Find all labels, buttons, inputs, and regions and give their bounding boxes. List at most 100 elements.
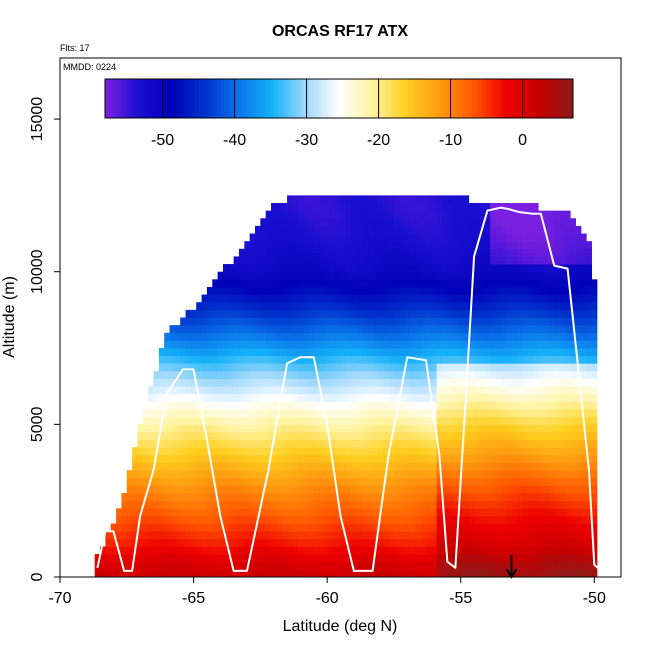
heatmap-cell bbox=[329, 302, 336, 311]
heatmap-cell bbox=[169, 447, 176, 456]
heatmap-cell bbox=[490, 515, 496, 524]
heatmap-cell bbox=[190, 447, 197, 456]
colorbar-swatch bbox=[313, 79, 318, 118]
heatmap-cell bbox=[372, 515, 379, 524]
heatmap-cell bbox=[463, 256, 470, 265]
heatmap-cell bbox=[169, 424, 176, 433]
heatmap-cell bbox=[575, 470, 582, 479]
heatmap-cell bbox=[484, 225, 491, 234]
colorbar-swatch bbox=[457, 79, 462, 118]
heatmap-cell bbox=[228, 378, 235, 387]
heatmap-cell bbox=[185, 355, 192, 364]
heatmap-cell bbox=[575, 409, 582, 418]
heatmap-cell bbox=[564, 233, 571, 242]
heatmap-cell bbox=[393, 355, 400, 364]
heatmap-cell bbox=[580, 271, 587, 280]
heatmap-cell bbox=[532, 424, 539, 433]
colorbar-swatch bbox=[108, 79, 113, 118]
heatmap-cell bbox=[308, 317, 315, 326]
heatmap-cell bbox=[174, 493, 181, 502]
heatmap-cell bbox=[522, 546, 528, 555]
heatmap-cell bbox=[276, 439, 283, 448]
heatmap-cell bbox=[297, 454, 304, 463]
heatmap-cell bbox=[335, 393, 341, 402]
heatmap-cell bbox=[458, 233, 464, 242]
heatmap-cell bbox=[303, 569, 309, 577]
heatmap-cell bbox=[484, 554, 491, 563]
heatmap-cell bbox=[474, 218, 480, 227]
heatmap-cell bbox=[591, 508, 598, 517]
heatmap-cell bbox=[153, 554, 160, 563]
heatmap-cell bbox=[297, 393, 304, 402]
heatmap-cell bbox=[554, 309, 560, 318]
heatmap-cell bbox=[361, 248, 368, 257]
heatmap-cell bbox=[201, 386, 208, 395]
heatmap-cell bbox=[399, 386, 406, 395]
heatmap-cell bbox=[538, 493, 544, 502]
heatmap-cell bbox=[292, 203, 299, 212]
heatmap-cell bbox=[463, 477, 470, 486]
heatmap-cell bbox=[233, 500, 240, 509]
heatmap-cell bbox=[228, 485, 235, 494]
heatmap-cell bbox=[292, 538, 299, 547]
heatmap-cell bbox=[538, 409, 544, 418]
heatmap-cell bbox=[543, 462, 550, 471]
heatmap-cell bbox=[399, 218, 406, 227]
heatmap-cell bbox=[265, 348, 272, 357]
heatmap-cell bbox=[201, 401, 208, 410]
heatmap-cell bbox=[217, 332, 224, 341]
heatmap-cell bbox=[575, 531, 582, 540]
heatmap-cell bbox=[372, 309, 379, 318]
heatmap-cell bbox=[212, 500, 219, 509]
heatmap-cell bbox=[292, 348, 299, 357]
heatmap-cell bbox=[580, 286, 587, 295]
heatmap-cell bbox=[409, 195, 416, 204]
heatmap-cell bbox=[559, 454, 566, 463]
heatmap-cell bbox=[490, 248, 496, 257]
heatmap-layer bbox=[94, 195, 598, 577]
heatmap-cell bbox=[329, 241, 336, 250]
heatmap-cell bbox=[538, 424, 544, 433]
heatmap-cell bbox=[238, 317, 245, 326]
heatmap-cell bbox=[287, 294, 293, 303]
heatmap-cell bbox=[303, 309, 309, 318]
heatmap-cell bbox=[415, 431, 422, 441]
heatmap-cell bbox=[206, 309, 213, 318]
heatmap-cell bbox=[228, 462, 235, 471]
heatmap-cell bbox=[142, 462, 149, 471]
heatmap-cell bbox=[415, 508, 422, 517]
heatmap-cell bbox=[559, 485, 566, 494]
heatmap-cell bbox=[196, 386, 202, 395]
heatmap-cell bbox=[506, 538, 512, 547]
heatmap-cell bbox=[383, 454, 389, 463]
heatmap-cell bbox=[174, 439, 181, 448]
heatmap-cell bbox=[580, 447, 587, 456]
heatmap-cell bbox=[452, 477, 459, 486]
heatmap-cell bbox=[345, 447, 352, 456]
heatmap-cell bbox=[377, 370, 384, 379]
heatmap-cell bbox=[399, 523, 406, 532]
heatmap-cell bbox=[335, 302, 341, 311]
heatmap-cell bbox=[276, 248, 283, 257]
heatmap-cell bbox=[393, 462, 400, 471]
heatmap-cell bbox=[399, 241, 406, 250]
heatmap-cell bbox=[484, 325, 491, 334]
heatmap-cell bbox=[196, 538, 202, 547]
heatmap-cell bbox=[495, 225, 502, 234]
heatmap-cell bbox=[436, 515, 443, 524]
heatmap-cell bbox=[351, 546, 357, 555]
heatmap-cell bbox=[425, 256, 432, 265]
colorbar-swatch bbox=[245, 79, 250, 118]
heatmap-cell bbox=[415, 195, 422, 204]
heatmap-cell bbox=[303, 286, 309, 295]
heatmap-cell bbox=[287, 515, 293, 524]
heatmap-cell bbox=[313, 493, 320, 502]
heatmap-cell bbox=[217, 462, 224, 471]
heatmap-cell bbox=[340, 248, 347, 257]
heatmap-cell bbox=[169, 325, 176, 334]
heatmap-cell bbox=[297, 546, 304, 555]
heatmap-cell bbox=[142, 409, 149, 418]
heatmap-cell bbox=[420, 271, 427, 280]
heatmap-cell bbox=[522, 515, 528, 524]
heatmap-cell bbox=[463, 294, 470, 303]
